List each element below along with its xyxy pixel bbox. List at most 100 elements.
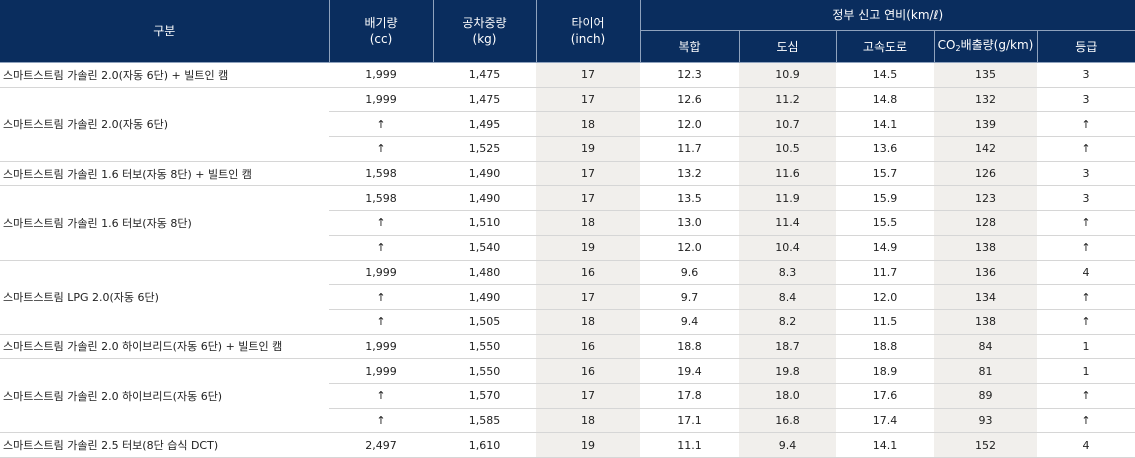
tire-cell: 18 — [536, 408, 640, 434]
header-tire-label: 타이어 — [571, 16, 605, 30]
weight-cell: 1,610 — [433, 432, 536, 458]
grade-cell: 1 — [1037, 358, 1135, 384]
combined-cell: 18.8 — [640, 334, 739, 360]
city-cell: 18.0 — [739, 383, 836, 409]
grade-cell: ↑ — [1037, 284, 1135, 310]
weight-cell: 1,525 — [433, 136, 536, 162]
tire-cell: 17 — [536, 87, 640, 113]
header-weight-unit: (kg) — [472, 32, 497, 46]
table-row: 스마트스트림 가솔린 2.5 터보(8단 습식 DCT) 2,497 1,610 19… — [0, 432, 1135, 458]
highway-cell: 18.8 — [836, 334, 934, 360]
table-row: ↑ 1,505 18 9.4 8.2 11.5 138 ↑ — [0, 309, 1135, 335]
co2-cell: 135 — [934, 62, 1037, 88]
header-co2-pre: CO — [937, 37, 956, 52]
table-row: ↑ 1,540 19 12.0 10.4 14.9 138 ↑ — [0, 235, 1135, 261]
model-name-cell: 스마트스트림 LPG 2.0(자동 6단) — [0, 260, 329, 335]
weight-cell: 1,490 — [433, 161, 536, 187]
model-name-cell: 스마트스트림 가솔린 2.0 하이브리드(자동 6단) + 빌트인 캠 — [0, 334, 329, 360]
city-cell: 10.7 — [739, 111, 836, 138]
table-header: 구분 배기량 (cc) 공차중량 (kg) 타이어 (inch) 정부 신고 연비(k… — [0, 0, 1135, 63]
model-name-cell: 스마트스트림 가솔린 2.0(자동 6단) + 빌트인 캠 — [0, 62, 329, 88]
header-weight: 공차중량 (kg) — [433, 0, 537, 63]
combined-cell: 17.1 — [640, 408, 739, 434]
table-row: ↑ 1,525 19 11.7 10.5 13.6 142 ↑ — [0, 136, 1135, 162]
highway-cell: 14.9 — [836, 235, 934, 261]
city-cell: 19.8 — [739, 358, 836, 384]
combined-cell: 12.0 — [640, 235, 739, 261]
city-cell: 10.4 — [739, 235, 836, 261]
table-row: 스마트스트림 가솔린 2.0 하이브리드(자동 6단) 1,999 1,550 16 1… — [0, 358, 1135, 434]
highway-cell: 11.5 — [836, 309, 934, 335]
combined-cell: 9.7 — [640, 284, 739, 310]
grade-cell: ↑ — [1037, 309, 1135, 335]
weight-cell: 1,585 — [433, 408, 536, 434]
table-row: 스마트스트림 가솔린 1.6 터보(자동 8단) + 빌트인 캠 1,598 1,4… — [0, 161, 1135, 187]
header-displacement-unit: (cc) — [369, 32, 393, 46]
tire-cell: 16 — [536, 260, 640, 286]
weight-cell: 1,510 — [433, 210, 536, 236]
city-cell: 11.4 — [739, 210, 836, 236]
displacement-cell: 1,598 — [329, 185, 433, 212]
header-highway: 고속도로 — [836, 30, 935, 63]
co2-cell: 134 — [934, 284, 1037, 310]
displacement-cell: 1,999 — [329, 260, 433, 286]
table-row: 스마트스트림 가솔린 2.0(자동 6단) + 빌트인 캠 1,999 1,475 1… — [0, 62, 1135, 88]
city-cell: 8.3 — [739, 260, 836, 286]
header-category: 구분 — [0, 0, 330, 63]
city-cell: 16.8 — [739, 408, 836, 434]
combined-cell: 11.1 — [640, 432, 739, 458]
city-cell: 11.2 — [739, 87, 836, 113]
model-name-cell: 스마트스트림 가솔린 2.0(자동 6단) — [0, 87, 329, 162]
combined-cell: 12.3 — [640, 62, 739, 88]
grade-cell: ↑ — [1037, 111, 1135, 138]
weight-cell: 1,505 — [433, 309, 536, 335]
highway-cell: 11.7 — [836, 260, 934, 286]
tire-cell: 16 — [536, 334, 640, 360]
header-co2: CO2배출량(g/km) — [934, 30, 1038, 63]
grade-cell: ↑ — [1037, 235, 1135, 261]
header-fuel-group: 정부 신고 연비(km/ℓ) — [640, 0, 1135, 31]
displacement-cell: 1,999 — [329, 334, 433, 360]
weight-cell: 1,475 — [433, 87, 536, 113]
co2-cell: 84 — [934, 334, 1037, 360]
displacement-cell: ↑ — [329, 136, 433, 162]
highway-cell: 15.5 — [836, 210, 934, 236]
header-displacement: 배기량 (cc) — [329, 0, 434, 63]
weight-cell: 1,490 — [433, 284, 536, 310]
weight-cell: 1,570 — [433, 383, 536, 409]
grade-cell: 3 — [1037, 87, 1135, 113]
co2-cell: 81 — [934, 358, 1037, 384]
city-cell: 8.4 — [739, 284, 836, 310]
co2-cell: 126 — [934, 161, 1037, 187]
weight-cell: 1,475 — [433, 62, 536, 88]
model-name-cell: 스마트스트림 가솔린 1.6 터보(자동 8단) + 빌트인 캠 — [0, 161, 329, 187]
weight-cell: 1,550 — [433, 358, 536, 384]
combined-cell: 17.8 — [640, 383, 739, 409]
co2-cell: 132 — [934, 87, 1037, 113]
displacement-cell: ↑ — [329, 111, 433, 138]
table-row: 스마트스트림 가솔린 2.0 하이브리드(자동 6단) + 빌트인 캠 1,999… — [0, 334, 1135, 360]
displacement-cell: ↑ — [329, 408, 433, 434]
grade-cell: ↑ — [1037, 383, 1135, 409]
city-cell: 10.9 — [739, 62, 836, 88]
grade-cell: ↑ — [1037, 408, 1135, 434]
table-row: 스마트스트림 가솔린 1.6 터보(자동 8단) 1,598 1,490 17 13.5… — [0, 185, 1135, 261]
header-tire: 타이어 (inch) — [536, 0, 641, 63]
header-combined: 복합 — [640, 30, 740, 63]
displacement-cell: 1,999 — [329, 87, 433, 113]
header-weight-label: 공차중량 — [462, 16, 507, 30]
co2-cell: 139 — [934, 111, 1037, 138]
highway-cell: 17.6 — [836, 383, 934, 409]
weight-cell: 1,480 — [433, 260, 536, 286]
combined-cell: 13.0 — [640, 210, 739, 236]
co2-cell: 138 — [934, 309, 1037, 335]
co2-cell: 128 — [934, 210, 1037, 236]
grade-cell: 4 — [1037, 260, 1135, 286]
displacement-cell: 1,999 — [329, 62, 433, 88]
combined-cell: 19.4 — [640, 358, 739, 384]
city-cell: 9.4 — [739, 432, 836, 458]
displacement-cell: 1,598 — [329, 161, 433, 187]
grade-cell: 1 — [1037, 334, 1135, 360]
table-row: 스마트스트림 LPG 2.0(자동 6단) 1,999 1,480 16 9.6 8.3 1… — [0, 260, 1135, 335]
combined-cell: 13.2 — [640, 161, 739, 187]
